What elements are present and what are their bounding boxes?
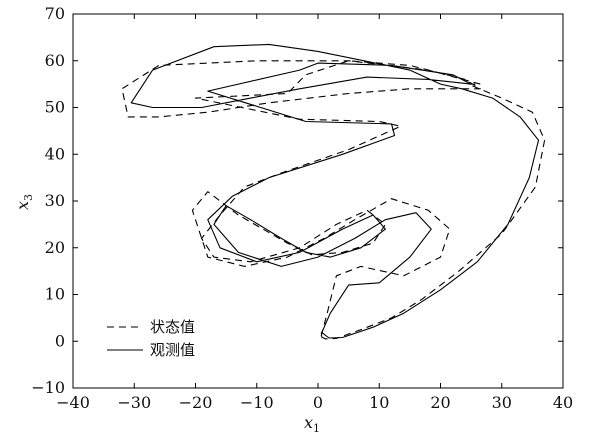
legend-label-state: 状态值 (150, 318, 195, 336)
y-tick-label: 30 (45, 191, 65, 210)
axis-ticks: −40 −30 −20 −10 0 10 20 30 40 −10 0 10 20 30 40 50 60 70 (31, 4, 573, 412)
y-tick-label: 20 (45, 238, 65, 257)
x-tick-label: −20 (179, 393, 213, 412)
y-tick-label: 0 (55, 331, 65, 350)
x-tick-label: −10 (240, 393, 274, 412)
plot-area (72, 13, 564, 389)
series-line-observed (130, 43, 540, 339)
x-axis-label: x1 (304, 413, 320, 434)
x-tick-label: 20 (430, 393, 450, 412)
x-tick-label: 0 (313, 393, 323, 412)
legend-label-observed: 观测值 (150, 341, 195, 359)
y-tick-label: 50 (45, 98, 65, 117)
x-tick-label: 40 (553, 393, 573, 412)
series-layer (121, 43, 546, 340)
y-axis-label: x3 (13, 194, 35, 210)
y-tick-label: 40 (45, 144, 65, 163)
x-tick-label: −40 (56, 393, 90, 412)
y-tick-label: 70 (45, 4, 65, 23)
series-line-state (121, 60, 546, 340)
y-tick-label: 10 (45, 285, 65, 304)
x-tick-label: 10 (369, 393, 389, 412)
legend: 状态值 观测值 (107, 318, 195, 359)
y-tick-label: −10 (31, 378, 65, 397)
y-tick-label: 60 (45, 51, 65, 70)
x-tick-label: −30 (117, 393, 151, 412)
x-tick-label: 30 (492, 393, 512, 412)
